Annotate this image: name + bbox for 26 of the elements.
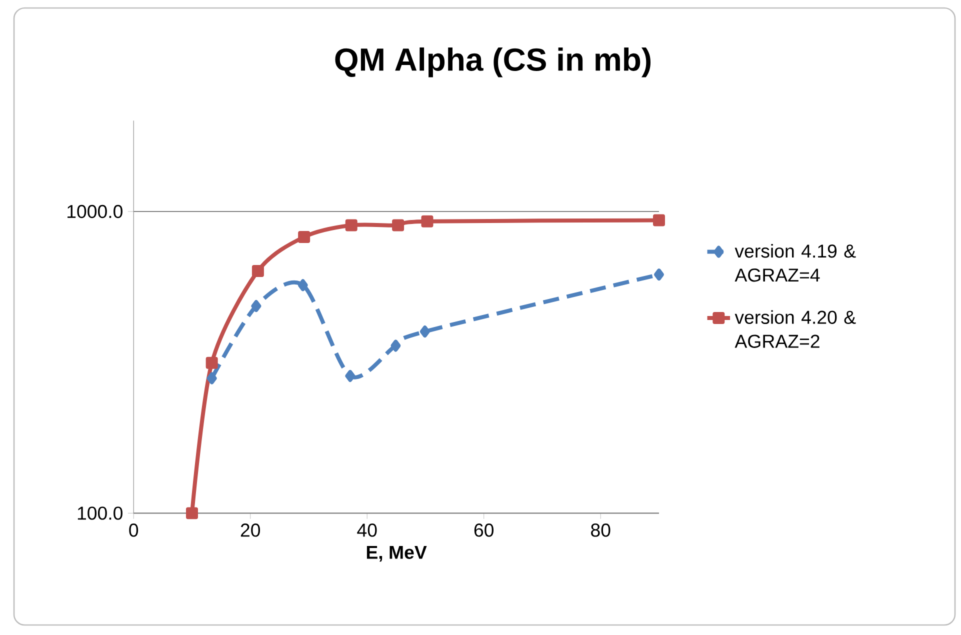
point (298, 231, 310, 244)
point (345, 219, 358, 232)
x-axis-title: E, MeV (366, 546, 427, 562)
point (298, 279, 308, 292)
point (206, 356, 218, 369)
point (206, 372, 217, 384)
point (392, 219, 404, 232)
point (421, 215, 434, 228)
point (251, 300, 262, 312)
legend-label: version 4.20 & AGRAZ=2 (734, 310, 856, 348)
point (186, 507, 198, 520)
legend-label: version 4.19 & AGRAZ=4 (734, 244, 856, 282)
point (420, 326, 430, 338)
x-tick-label: 40 (357, 524, 377, 537)
y-tick-label: 100.0 (78, 506, 122, 520)
x-tick-label: 80 (591, 524, 610, 537)
point (390, 340, 401, 352)
point (252, 265, 264, 278)
point (345, 370, 356, 382)
x-tick-label: 0 (129, 524, 138, 537)
point (652, 214, 665, 226)
x-tick-label: 20 (240, 524, 260, 537)
x-tick-label: 60 (474, 524, 494, 537)
y-tick-label: 1000.0 (68, 204, 122, 218)
chart-title: QM Alpha (CS in mb) (335, 47, 651, 78)
point (654, 268, 664, 281)
